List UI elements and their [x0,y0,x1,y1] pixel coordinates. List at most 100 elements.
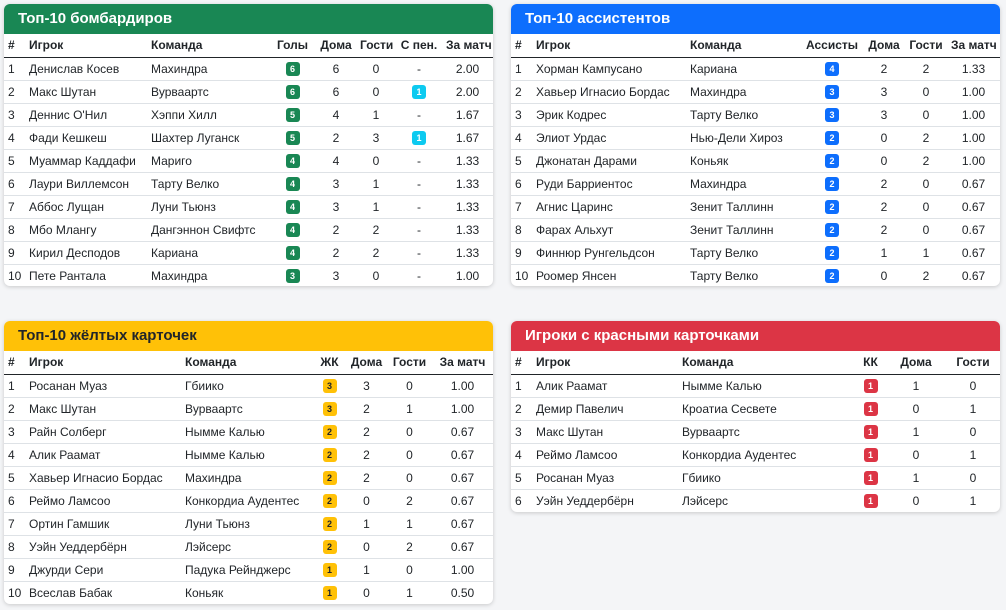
assists-badge: 2 [825,246,839,260]
home-value: 3 [346,374,387,398]
home-value: 4 [316,103,356,127]
row-rank: 8 [4,218,25,242]
row-rank: 6 [4,172,25,196]
team-name: Нымме Калью [181,443,313,467]
table-row: 6 Руди Барриентос Махиндра 2 2 0 0.67 [511,172,1000,196]
per-match-value: 0.67 [947,241,1000,265]
penalty-badge: - [396,195,442,219]
home-value: 2 [863,172,905,196]
away-value: 1 [406,585,413,600]
assists-badge-cell: 3 [801,103,863,127]
player-name: Фади Кешкеш [25,126,147,150]
player-name: Джонатан Дарами [532,149,686,173]
yellow-card-badge-cell: 1 [313,581,346,604]
col-home: Дома [346,351,387,375]
team-name: Махиндра [151,268,208,283]
red-card-badge: 1 [863,402,878,416]
penalty-badge: - [417,268,421,283]
assists-badge: 3 [825,85,839,99]
table-row: 1 Хорман Кампусано Кариана 4 2 2 1.33 [511,57,1000,81]
col-away: Гости [356,34,396,58]
top-scorers-card: Топ-10 бомбардиров # Игрок Команда Голы … [4,4,493,286]
table-row: 10 Роомер Янсен Тарту Велко 2 0 2 0.67 [511,264,1000,286]
away-value: 0 [387,466,432,490]
player-name: Руди Барриентос [532,172,686,196]
home-value: 1 [346,512,387,536]
yellow-cards-title: Топ-10 жёлтых карточек [4,321,493,351]
away-value: 0 [905,103,947,127]
row-rank: 2 [4,80,25,104]
row-rank: 5 [4,466,25,490]
row-rank: 5 [511,149,532,173]
red-card-badge-cell: 1 [855,466,886,490]
row-rank: 3 [4,103,25,127]
yellow-card-badge-cell: 2 [313,535,346,559]
goals-badge: 4 [285,154,300,168]
col-goals: Голы [269,34,316,58]
away-value: 2 [905,126,947,150]
away-value: 1 [356,195,396,219]
col-team: Команда [147,34,269,58]
away-value: 0 [356,149,396,173]
table-row: 9 Джурди Сери Падука Рейнджерс 1 1 0 1.00 [4,558,493,582]
per-match-value: 0.67 [432,443,493,467]
player-name: Реймо Ламсоо [25,489,181,513]
top-scorers-title: Топ-10 бомбардиров [4,4,493,34]
player-name: Райн Солберг [25,420,181,444]
col-red-cards: КК [855,351,886,375]
home-value: 3 [316,195,356,219]
row-rank: 8 [4,535,25,559]
table-row: 10 Всеслав Бабак Коньяк 1 0 1 0.50 [4,581,493,604]
goals-badge-cell: 4 [269,218,316,242]
team-name: Гбиико [678,466,855,490]
player-name: Муаммар Каддафи [25,149,147,173]
red-card-badge: 1 [863,425,878,439]
team-name: Нымме Калью [678,374,855,398]
home-value: 0 [886,397,946,421]
away-value: 0 [946,466,1000,490]
row-rank: 6 [515,493,522,508]
goals-badge: 4 [285,223,300,237]
player-name: Уэйн Уеддербёрн [25,535,181,559]
home-value: 1 [886,466,946,490]
row-rank: 8 [511,218,532,242]
assists-badge-cell: 2 [801,218,863,242]
row-rank: 7 [511,195,532,219]
assists-badge: 3 [825,108,839,122]
top-assists-card: Топ-10 ассистентов # Игрок Команда Ассис… [511,4,1000,286]
home-value: 1 [863,241,905,265]
red-card-badge-cell: 1 [855,420,886,444]
away-value: 2 [387,535,432,559]
red-cards-table: # Игрок Команда КК Дома Гости 1 Алик Раам… [511,351,1000,512]
row-rank: 2 [511,80,532,104]
away-value: 0 [905,172,947,196]
col-num: # [511,34,532,58]
home-value: 0 [863,149,905,173]
yellow-card-badge: 1 [322,563,337,577]
away-value: 0 [387,558,432,582]
team-name: Зенит Таллинн [686,195,801,219]
per-match-value: 0.50 [450,585,475,600]
per-match-value: 0.67 [947,218,1000,242]
yellow-card-badge-cell: 2 [313,512,346,536]
penalty-badge: - [396,241,442,265]
team-name: Луни Тьюнз [181,512,313,536]
away-value: 1 [969,493,977,508]
player-name: Росанан Муаз [25,374,181,398]
table-row: 8 Фарах Альхут Зенит Таллинн 2 2 0 0.67 [511,218,1000,242]
team-name: Нымме Калью [181,420,313,444]
team-name: Тарту Велко [686,241,801,265]
team-name: Гбиико [181,374,313,398]
player-name: Мбо Млангу [25,218,147,242]
table-row: 7 Аббос Лущан Луни Тьюнз 4 3 1-1.33 [4,195,493,219]
per-match-value: 1.00 [432,558,493,582]
penalty-badge: 1 [412,85,426,99]
table-header-row: # Игрок Команда Ассисты Дома Гости За ма… [511,34,1000,58]
player-name: Алик Раамат [25,443,181,467]
goals-badge-cell: 6 [269,57,316,81]
per-match-value: 1.33 [442,241,493,265]
home-value: 2 [346,420,387,444]
penalty-badge: - [396,172,442,196]
away-value: 0 [387,374,432,398]
